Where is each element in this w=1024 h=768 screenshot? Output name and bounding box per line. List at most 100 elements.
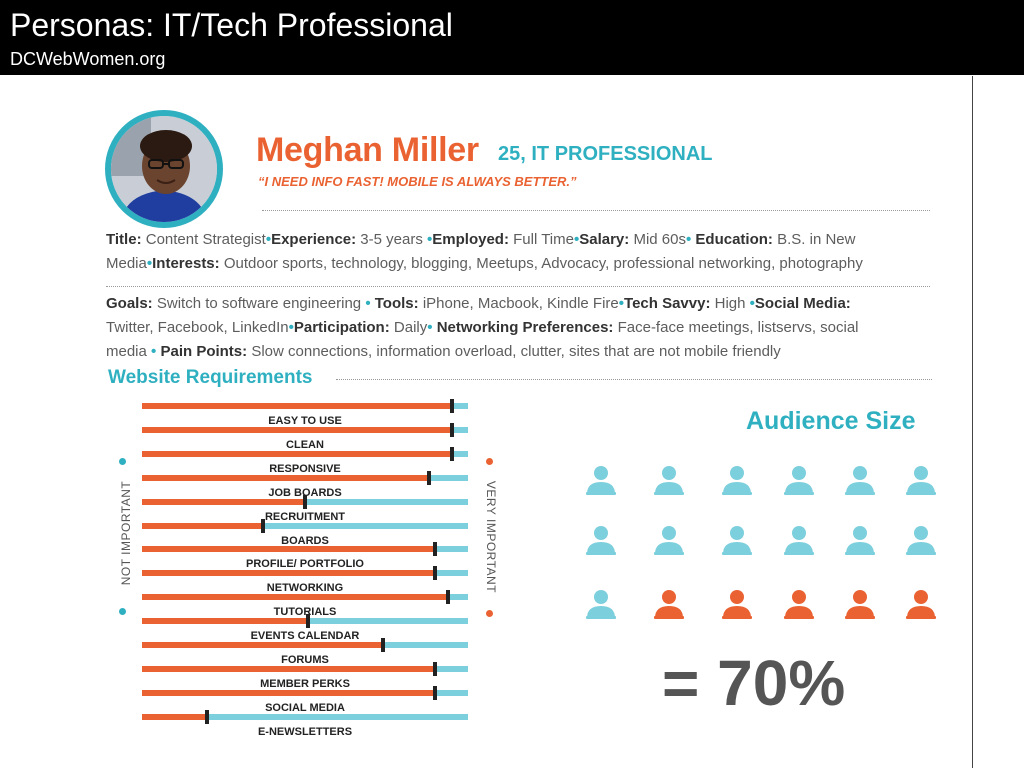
website-requirements-title: Website Requirements: [108, 367, 313, 388]
persona-profile-block: Title: Content Strategist•Experience: 3-…: [106, 231, 863, 272]
audience-icon-grid: [580, 460, 950, 630]
requirement-bar: [142, 399, 468, 413]
requirement-label: BOARDS: [281, 534, 329, 547]
person-icon: [651, 524, 687, 556]
requirement-bar-marker: [381, 638, 386, 652]
axis-not-important: NOT IMPORTANT: [112, 458, 138, 615]
requirement-label: E-NEWSLETTERS: [257, 725, 353, 738]
vertical-divider: [972, 76, 973, 768]
requirement-bar-marker: [433, 661, 438, 676]
person-icon: [583, 524, 619, 556]
title-label: Title:: [106, 231, 142, 248]
divider-dotted: [262, 210, 930, 211]
axis-dot-icon: [486, 458, 493, 465]
networking-value: Face-face meetings, listservs, social: [617, 319, 859, 336]
person-icon: [903, 588, 939, 620]
requirement-bar-fill: [142, 498, 305, 505]
person-icon: [719, 464, 755, 496]
axis-right-label: VERY IMPORTANT: [484, 480, 498, 594]
requirement-bar-fill: [142, 665, 436, 672]
experience-value: 3-5 years: [360, 231, 423, 248]
tech-savvy-label: Tech Savvy:: [624, 295, 711, 312]
requirement-label: FORUMS: [281, 654, 329, 666]
persona-goals-block: Goals: Switch to software engineering • …: [106, 295, 859, 360]
networking-value-cont: media: [106, 343, 147, 360]
requirement-bar: [142, 494, 468, 509]
title-value: Content Strategist: [145, 231, 266, 248]
slide-header: Personas: IT/Tech Professional DCWebWome…: [0, 0, 1024, 75]
pain-points-label: Pain Points:: [160, 343, 248, 360]
requirement-label: NETWORKING: [266, 582, 344, 595]
slide-title: Personas: IT/Tech Professional: [10, 7, 453, 43]
requirement-bar-fill: [142, 618, 309, 625]
requirement-bar: [142, 590, 468, 605]
persona-age-role: 25, IT PROFESSIONAL: [498, 143, 713, 165]
axis-dot-icon: [119, 608, 126, 615]
requirement-bar-fill: [142, 689, 436, 696]
requirement-bar-fill: [142, 426, 452, 433]
requirement-bar: [142, 446, 468, 461]
requirement-bar: [142, 614, 468, 629]
requirement-bar-marker: [433, 685, 438, 700]
tools-value: iPhone, Macbook, Kindle Fire: [422, 295, 619, 312]
requirement-label: JOB BOARDS: [268, 486, 342, 499]
person-icon: [781, 588, 817, 620]
requirement-bar: [142, 470, 468, 485]
goals-label: Goals:: [106, 295, 153, 312]
person-icon: [651, 464, 687, 496]
employed-label: Employed:: [432, 231, 509, 248]
audience-percent: = 70%: [662, 647, 846, 719]
requirement-bar: [142, 422, 468, 437]
requirement-bar: [142, 685, 468, 700]
participation-value: Daily: [393, 319, 428, 336]
persona-name: Meghan Miller: [256, 131, 479, 169]
requirement-label: EASY TO USE: [268, 415, 342, 427]
person-icon: [781, 524, 817, 556]
requirement-bar-marker: [449, 446, 454, 461]
avatar-portrait-icon: [111, 116, 217, 222]
education-value-cont: Media: [106, 255, 147, 272]
requirement-bar-marker: [303, 494, 307, 509]
requirement-label: TUTORIALS: [273, 606, 337, 619]
pain-points-value: Slow connections, information overload, …: [251, 343, 781, 360]
salary-value: Mid 60s: [633, 231, 686, 248]
person-icon: [842, 588, 878, 620]
requirement-bar-marker: [449, 422, 454, 437]
person-icon: [842, 464, 878, 496]
tools-label: Tools:: [374, 295, 419, 312]
requirement-bar-marker: [260, 518, 265, 533]
person-icon: [903, 524, 939, 556]
axis-dot-icon: [486, 610, 493, 617]
divider-dotted: [106, 286, 930, 287]
requirement-bar-marker: [433, 566, 438, 581]
requirement-label: MEMBER PERKS: [260, 677, 350, 690]
requirement-bar: [142, 542, 468, 557]
persona-quote: “I NEED INFO FAST! MOBILE IS ALWAYS BETT…: [258, 174, 577, 189]
person-icon: [781, 464, 817, 496]
requirement-bar-fill: [142, 570, 436, 577]
requirement-bar-marker: [433, 542, 438, 557]
axis-dot-icon: [119, 458, 126, 465]
person-icon: [583, 588, 619, 620]
requirement-bar-fill: [142, 642, 384, 648]
requirement-bar-fill: [142, 713, 208, 720]
requirement-bar-fill: [142, 546, 436, 553]
requirement-bar: [142, 518, 468, 533]
divider-dotted: [336, 379, 932, 380]
persona-avatar: [105, 110, 223, 228]
axis-left-label: NOT IMPORTANT: [119, 480, 133, 586]
slide-subtitle: DCWebWomen.org: [10, 49, 166, 69]
requirement-bar-marker: [449, 399, 454, 413]
person-icon: [903, 464, 939, 496]
interests-label: Interests:: [152, 255, 220, 272]
requirement-label: RESPONSIVE: [269, 462, 341, 475]
tech-savvy-value: High: [714, 295, 746, 312]
person-icon: [719, 524, 755, 556]
requirement-bar-marker: [426, 470, 431, 485]
requirement-bar-marker: [205, 709, 210, 724]
requirement-bar-marker: [446, 590, 451, 605]
interests-value: Outdoor sports, technology, blogging, Me…: [223, 255, 863, 272]
requirement-bar: [142, 661, 468, 676]
axis-very-important: VERY IMPORTANT: [478, 458, 504, 617]
goals-value: Switch to software engineering: [156, 295, 362, 312]
